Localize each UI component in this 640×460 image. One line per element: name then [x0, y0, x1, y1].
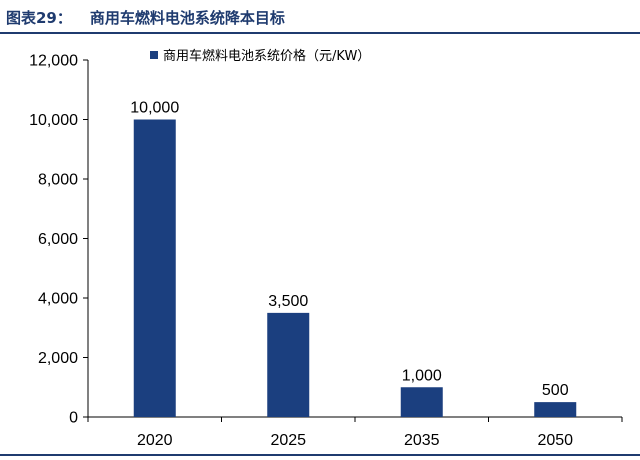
y-tick-label: 12,000 — [29, 53, 78, 70]
data-label: 3,500 — [268, 293, 308, 310]
footer-rule — [0, 454, 640, 456]
x-axis: 2020 2025 2035 2050 — [87, 416, 623, 449]
legend-swatch — [150, 51, 158, 59]
x-tick-label: 2035 — [404, 432, 440, 449]
legend-label: 商用车燃料电池系统价格（元/KW） — [163, 48, 370, 64]
legend: 商用车燃料电池系统价格（元/KW） — [150, 48, 370, 64]
figure-header: 图表29： 商用车燃料电池系统降本目标 — [6, 4, 285, 30]
y-tick-label: 10,000 — [29, 112, 78, 129]
data-label: 500 — [542, 382, 569, 399]
bars — [133, 119, 577, 417]
x-tick-label: 2020 — [137, 432, 173, 449]
data-labels: 10,000 3,500 1,000 500 — [130, 100, 568, 400]
data-label: 10,000 — [130, 100, 179, 117]
data-label: 1,000 — [402, 367, 442, 384]
bar — [267, 312, 310, 417]
y-tick-label: 6,000 — [38, 231, 78, 248]
x-tick-label: 2050 — [537, 432, 573, 449]
y-tick-label: 4,000 — [38, 291, 78, 308]
bar — [400, 387, 443, 417]
bar — [133, 119, 176, 417]
y-tick-label: 2,000 — [38, 350, 78, 367]
bar — [534, 402, 577, 417]
figure-title: 商用车燃料电池系统降本目标 — [89, 8, 285, 27]
y-tick-label: 8,000 — [38, 172, 78, 189]
y-tick-label: 0 — [69, 410, 78, 427]
header-rule — [0, 32, 640, 34]
figure-label: 图表29： — [6, 8, 72, 27]
x-tick-label: 2025 — [270, 432, 306, 449]
y-axis: 0 2,000 4,000 6,000 8,000 10,000 12,000 — [29, 53, 89, 427]
